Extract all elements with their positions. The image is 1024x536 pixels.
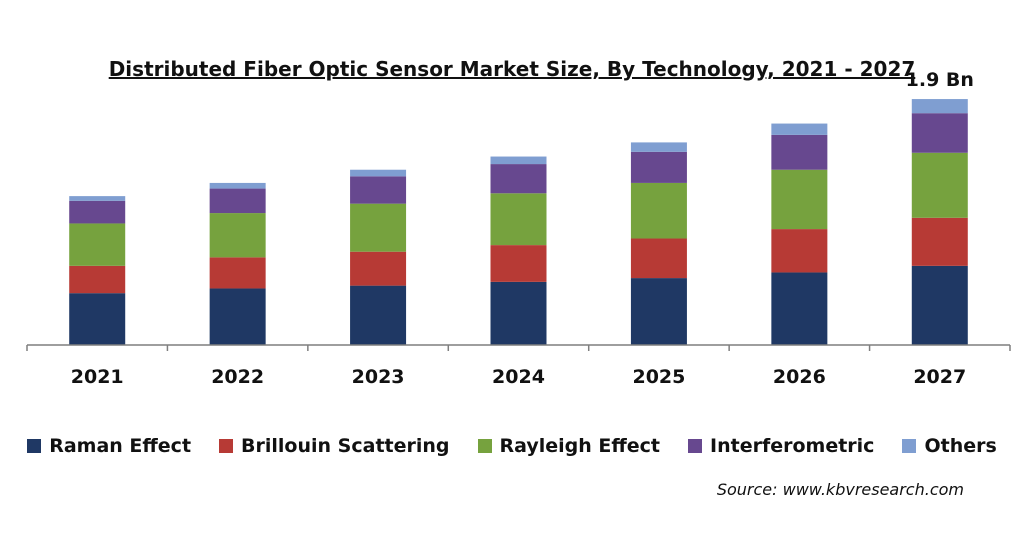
legend-item: Interferometric [688,435,874,457]
bar-segment-2023-2 [350,203,407,252]
bar-segment-2026-4 [771,123,828,135]
x-tick-label: 2024 [492,366,545,388]
legend-swatch [27,439,42,453]
legend-label: Interferometric [710,435,875,457]
legend-label: Raman Effect [49,435,192,457]
bar-segment-2024-2 [490,193,547,246]
bar-segment-2026-2 [771,169,828,230]
bar-segment-2024-4 [490,156,547,165]
total-annotation-label: 1.9 Bn [906,69,974,91]
annotations-group: 1.9 Bn [906,69,974,91]
bar-segment-2022-3 [209,188,266,214]
bar-segment-2021-1 [69,265,126,294]
source-note: Source: www.kbvresearch.com [716,480,964,499]
bar-segment-2027-1 [911,217,968,266]
x-tick-label: 2023 [352,366,405,388]
legend-item: Rayleigh Effect [477,435,661,457]
legend-swatch [219,439,234,453]
bar-segment-2023-1 [350,251,407,286]
x-tick-label: 2021 [71,366,124,388]
bar-segment-2026-3 [771,134,828,170]
bar-segment-2021-0 [69,293,126,345]
bar-segment-2021-3 [69,200,126,224]
bar-segment-2021-4 [69,196,126,201]
legend-item: Others [902,435,997,457]
bar-segment-2027-3 [911,113,968,153]
legend-swatch [688,439,703,453]
bar-segment-2027-4 [911,99,968,114]
legend-label: Brillouin Scattering [241,435,450,457]
bar-segment-2026-0 [771,272,828,345]
legend-item: Brillouin Scattering [219,435,450,457]
chart-title: Distributed Fiber Optic Sensor Market Si… [108,57,916,81]
bar-segment-2023-3 [350,176,407,204]
legend-label: Rayleigh Effect [499,435,661,457]
bar-segment-2021-2 [69,223,126,266]
legend-item: Raman Effect [27,435,191,457]
bars-group [69,99,968,345]
bar-segment-2026-1 [771,229,828,273]
x-tick-label: 2025 [632,366,685,388]
bar-segment-2025-0 [630,278,687,345]
bar-segment-2024-0 [490,281,547,345]
bar-segment-2025-1 [630,238,687,279]
bar-segment-2024-1 [490,245,547,282]
bar-segment-2022-0 [209,288,266,345]
x-axis-ticks [26,345,1011,351]
bar-segment-2027-2 [911,152,968,218]
legend-label: Others [924,435,997,457]
bar-segment-2025-2 [630,182,687,239]
x-tick-label: 2026 [773,366,826,388]
bar-segment-2025-4 [630,142,687,152]
bar-segment-2024-3 [490,164,547,194]
bar-segment-2027-0 [911,265,968,345]
bar-segment-2023-0 [350,285,407,345]
x-tick-label: 2022 [211,366,264,388]
bar-segment-2025-3 [630,151,687,183]
legend: Raman Effect Brillouin Scattering Rayleigh… [0,435,1024,457]
bar-segment-2022-4 [209,182,266,189]
bar-segment-2022-2 [209,213,266,258]
legend-swatch [902,439,917,453]
legend-swatch [477,439,492,453]
x-axis-tick-labels: 2021 2022 2023 2024 2025 2026 2027 [71,366,966,388]
x-tick-label: 2027 [913,366,966,388]
bar-segment-2022-1 [209,257,266,289]
bar-segment-2023-4 [350,169,407,177]
